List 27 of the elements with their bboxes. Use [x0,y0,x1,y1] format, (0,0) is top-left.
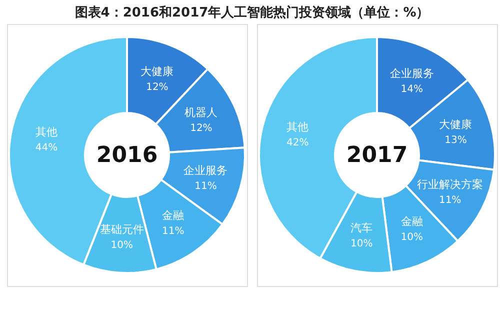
slice-label: 企业服务 [184,164,228,177]
slice-label: 企业服务 [390,66,434,80]
data-label: 12% [146,82,168,93]
slice-label: 其他 [35,126,58,139]
data-label: 44% [35,142,58,154]
data-label: 13% [444,135,467,146]
data-label: 11% [162,226,184,237]
slice-label: 金融 [400,215,423,228]
slice-label: 大健康 [140,64,174,78]
text: 2016 [96,143,158,168]
slice-label: 行业解决方案 [417,178,484,192]
data-label: 10% [400,232,424,244]
data-label: 42% [286,138,309,149]
data-label: 12% [190,123,212,134]
data-label: 11% [194,180,217,192]
data-label: 14% [400,84,424,95]
data-label: 11% [438,195,462,206]
slice-label: 机器人 [184,106,218,120]
data-label: 10% [110,240,133,251]
text: 2017 [346,143,408,168]
slice-label: 基础元件 [100,222,144,236]
data-label: 10% [350,238,373,250]
slice-label: 金融 [162,208,184,222]
slice-label: 大健康 [439,118,472,132]
slice-label: 其他 [286,120,309,134]
slice-label: 汽车 [350,222,373,235]
chart-title: 图表4：2016和2017年人工智能热门投资领域（单位：%） [74,4,430,20]
